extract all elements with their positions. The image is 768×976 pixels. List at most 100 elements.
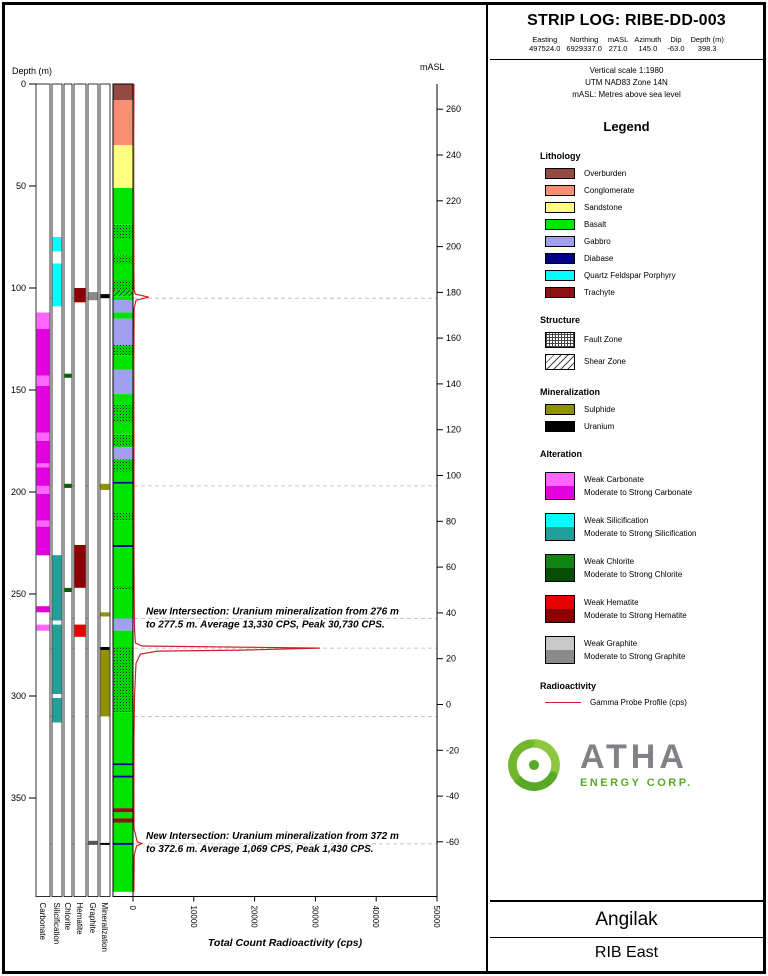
lithology-interval [113,296,133,301]
lithology-interval [113,100,133,146]
radioactivity-tick-label: 40000 [371,906,380,929]
depth-axis-title: Depth (m) [12,66,52,76]
radioactivity-tick-label: 10000 [189,906,198,929]
legend-item-label: Conglomerate [584,185,635,195]
carbonate-interval [36,328,50,376]
carbonate-interval [36,467,50,486]
gamma-profile-line [133,83,320,892]
alteration-swatch [545,471,575,500]
field-value: 271.0 [608,44,628,54]
legend-item: Weak Silicification Moderate to Strong Si… [540,512,757,541]
field-label: Dip [670,35,682,44]
track-label-silicification: Silicification [52,903,61,945]
alteration-swatch [545,512,575,541]
lithology-interval [113,712,133,764]
field-label: Depth (m) [690,35,724,44]
alteration-swatch [545,635,575,664]
depth-tick-label: 50 [16,181,26,191]
track-label-carbonate: Carbonate [38,903,47,941]
intersection-annotation: New Intersection: Uranium mineralization… [146,831,399,842]
lithology-interval [113,842,133,845]
carbonate-interval [36,624,50,631]
alteration-weak-swatch [546,554,574,568]
chlorite-interval [64,373,72,378]
alteration-strong-swatch [546,649,574,663]
masl-tick-label: 60 [446,562,456,572]
legend-item: Fault Zone [540,331,757,348]
alteration-weak-label: Weak Silicification [584,515,649,525]
silicification-interval [52,263,62,307]
color-swatch [545,286,575,298]
legend-item: Gamma Probe Profile (cps) [540,698,757,707]
alteration-weak-label: Weak Chlorite [584,556,635,566]
graphite-interval [88,840,98,845]
track-label-chlorite: Chlorite [63,903,72,931]
carbonate-interval [36,494,50,521]
legend-item: Shear Zone [540,353,757,370]
lithology-interval [113,589,133,619]
masl-tick-label: 160 [446,333,461,343]
chlorite-interval [64,483,72,488]
legend-item: Conglomerate [540,184,757,196]
track-label-graphite: Graphite [88,903,97,934]
project-name: Angilak [490,902,763,938]
legend-item-label: Trachyte [584,287,615,297]
alteration-labels: Weak Graphite Moderate to Strong Graphite [584,637,685,663]
legend-item: Gabbro [540,235,757,247]
hole-field: mASL 271.0 [608,35,628,54]
color-swatch [545,420,575,432]
legend-heading-alteration: Alteration [540,448,583,459]
legend-section-lithology: Lithology Overburden Conglomerate Sandstone… [540,151,757,298]
silicification-interval [52,624,62,694]
legend-item: Weak Hematite Moderate to Strong Hematite [540,594,757,623]
color-swatch [545,403,575,415]
masl-tick-label: 140 [446,379,461,389]
hole-field: Dip -63.0 [667,35,684,54]
strip-log-chart: Carbonate Silicification Chlorite Hematite G… [11,62,461,952]
carbonate-interval [36,385,50,433]
logo-name: ATHA [580,738,688,777]
alteration-strong-label: Moderate to Strong Carbonate [584,487,693,497]
lithology-interval [113,447,133,460]
alteration-weak-swatch [546,595,574,609]
depth-tick-label: 0 [21,79,26,89]
radioactivity-tick-label: 20000 [250,906,259,929]
legend-section-mineralization: Mineralization Sulphide Uranium [540,387,757,432]
mineralization-interval [100,650,110,717]
silicification-interval [52,698,62,723]
page-title: STRIP LOG: RIBE-DD-003 [527,12,726,29]
masl-tick-label: -40 [446,791,459,801]
masl-tick-label: 40 [446,608,456,618]
track-mineralization [99,83,111,897]
lithology-interval [113,844,133,892]
alteration-strong-swatch [546,608,574,622]
legend-item-label: Overburden [584,168,627,178]
masl-tick-label: -20 [446,745,459,755]
intersection-annotation: New Intersection: Uranium mineralization… [146,606,399,617]
graphite-interval [88,292,98,301]
lithology-interval [113,808,133,813]
carbonate-interval [36,526,50,556]
field-value: 145.0 [638,44,658,54]
radioactivity-tick-label: 0 [128,906,137,911]
mineralization-interval [100,612,110,617]
lithology-interval [113,239,133,256]
fault-zone-overlay [113,585,133,590]
silicification-interval [52,237,62,252]
legend-item: Trachyte [540,286,757,298]
carbonate-interval [36,375,50,386]
depth-tick-label: 350 [11,793,26,803]
alteration-swatch [545,594,575,623]
masl-axis-title: mASL [420,62,445,72]
alteration-labels: Weak Silicification Moderate to Strong Si… [584,514,697,540]
alteration-weak-label: Weak Hematite [584,597,639,607]
fault-pattern-swatch [545,331,575,348]
alteration-strong-label: Moderate to Strong Graphite [584,651,686,661]
alteration-strong-swatch [546,567,574,581]
lithology-interval [113,775,133,778]
track-silicification [51,83,63,897]
color-swatch [545,218,575,230]
hematite-interval [74,545,86,588]
lithology-interval [113,84,133,101]
